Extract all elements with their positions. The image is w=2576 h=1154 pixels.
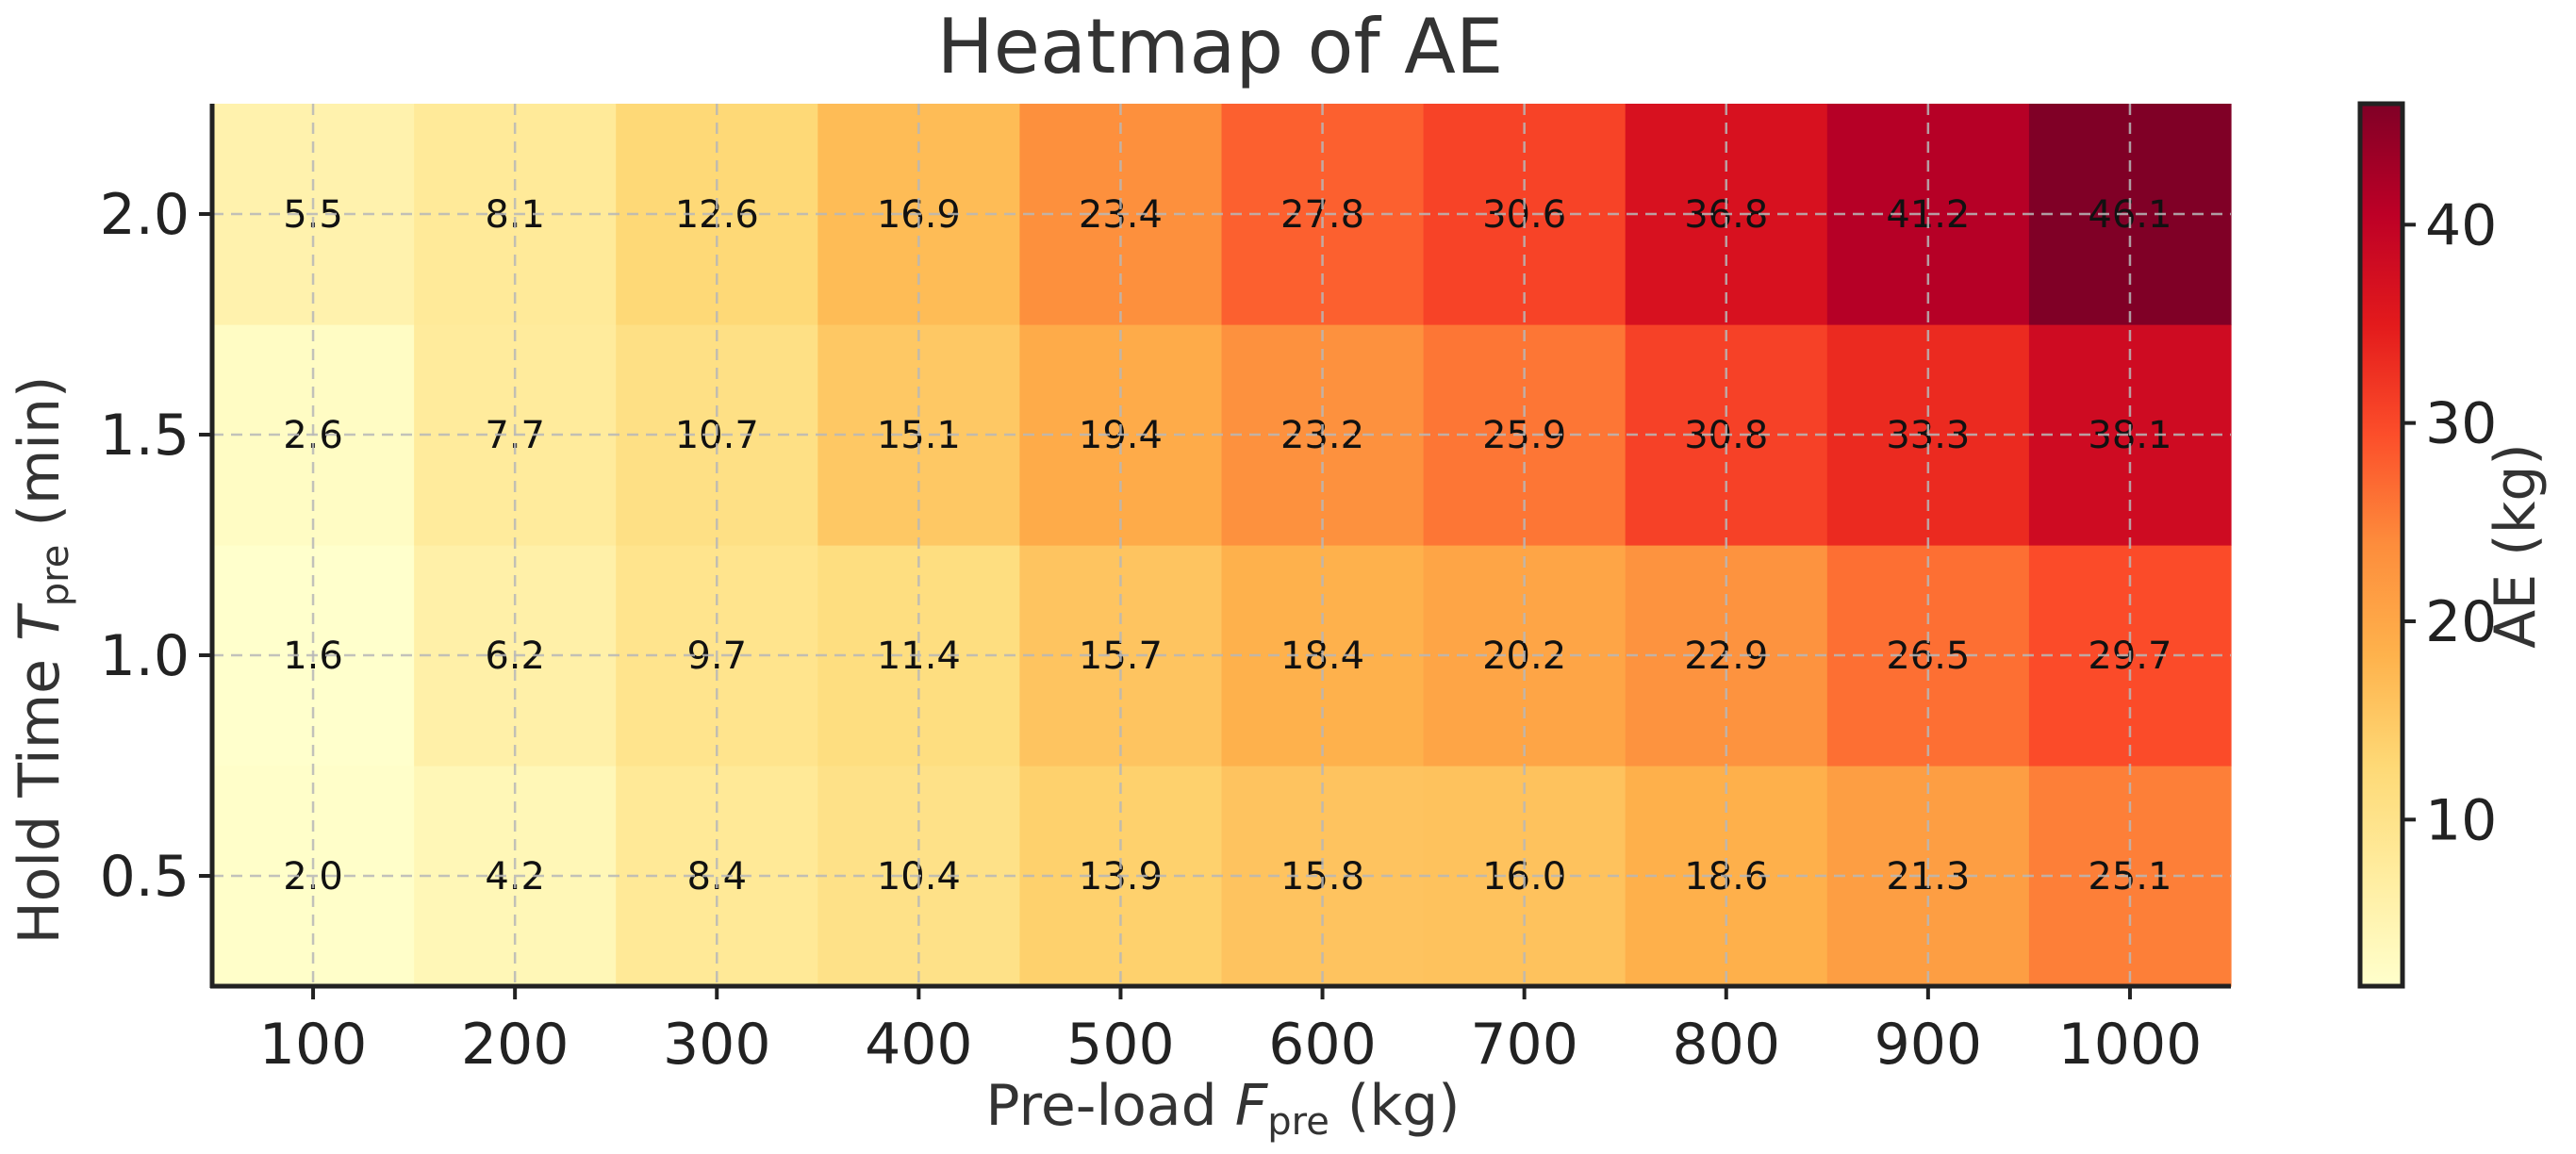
y-tick-label: 1.0 — [100, 623, 190, 689]
x-axis-label-unit: (kg) — [1329, 1073, 1461, 1139]
y-axis-label-unit: (min) — [7, 376, 73, 545]
x-tick-label: 100 — [259, 1012, 368, 1078]
chart-title: Heatmap of AE — [937, 3, 1504, 91]
colorbar-tick-label: 20 — [2425, 589, 2497, 655]
x-axis-ticks: 100 200 300 400 500 600 700 800 900 1000 — [259, 986, 2203, 1078]
y-axis-label-symbol: T — [7, 602, 73, 641]
colorbar: 10 20 30 40 — [2357, 101, 2497, 989]
colorbar-label: AE (kg) — [2483, 443, 2549, 649]
colorbar-gradient — [2357, 101, 2405, 989]
x-tick-label: 600 — [1268, 1012, 1377, 1078]
x-tick-label: 300 — [663, 1012, 771, 1078]
x-axis-label-main: Pre-load — [985, 1073, 1234, 1139]
plot-axes — [209, 104, 2231, 989]
y-axis-label: Hold Time Tpre (min) — [7, 376, 77, 945]
x-tick-label: 400 — [865, 1012, 973, 1078]
x-axis-label-sub: pre — [1267, 1100, 1329, 1144]
x-tick-label: 900 — [1874, 1012, 1983, 1078]
x-axis-label: Pre-load Fpre (kg) — [985, 1073, 1460, 1144]
y-tick-label: 0.5 — [100, 844, 190, 910]
x-tick-label: 200 — [461, 1012, 570, 1078]
x-tick-label: 500 — [1066, 1012, 1175, 1078]
y-axis-label-sub: pre — [34, 545, 77, 607]
colorbar-tick-label: 10 — [2425, 787, 2497, 853]
x-axis-label-symbol: F — [1235, 1073, 1269, 1139]
y-tick-label: 1.5 — [100, 403, 190, 469]
grid-lines — [212, 104, 2231, 986]
x-tick-label: 800 — [1672, 1012, 1780, 1078]
y-tick-label: 2.0 — [100, 182, 190, 248]
y-axis-ticks: 0.5 1.0 1.5 2.0 — [100, 182, 212, 910]
colorbar-tick-label: 30 — [2425, 391, 2497, 457]
x-tick-label: 1000 — [2058, 1012, 2203, 1078]
x-tick-label: 700 — [1470, 1012, 1578, 1078]
y-axis-label-main: Hold Time — [7, 641, 73, 945]
colorbar-tick-label: 40 — [2425, 192, 2497, 258]
